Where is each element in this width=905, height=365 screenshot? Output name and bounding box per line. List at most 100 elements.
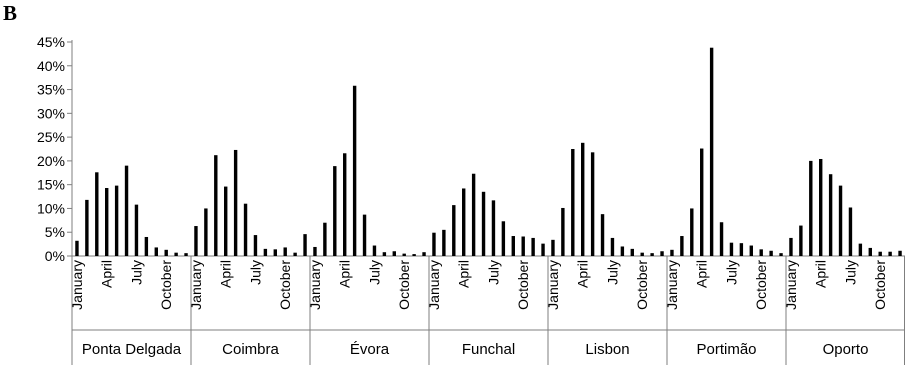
- group-label: Évora: [350, 341, 390, 358]
- bar: [729, 242, 734, 256]
- bar: [323, 222, 327, 256]
- bar: [224, 186, 228, 256]
- bar: [174, 252, 178, 256]
- bar: [541, 243, 545, 256]
- month-tick-label: July: [247, 260, 263, 285]
- bar: [481, 191, 486, 256]
- bar: [462, 188, 466, 256]
- bar: [799, 225, 803, 256]
- month-tick-label: July: [723, 260, 739, 285]
- month-tick-label: October: [753, 260, 769, 310]
- y-tick-label: 25%: [37, 129, 65, 145]
- month-tick-label: January: [69, 260, 85, 310]
- y-tick-label: 35%: [37, 82, 65, 98]
- bar: [501, 221, 506, 256]
- bar: [233, 149, 238, 256]
- bar: [243, 203, 248, 256]
- month-tick-label: October: [634, 260, 650, 310]
- bar: [809, 160, 813, 256]
- bar: [739, 243, 744, 256]
- bar: [709, 47, 714, 256]
- bar: [214, 155, 218, 256]
- bar: [878, 251, 882, 256]
- bar: [412, 254, 416, 256]
- bar: [511, 236, 515, 256]
- bar: [253, 235, 258, 256]
- month-tick-label: January: [545, 260, 561, 310]
- bar: [114, 185, 119, 256]
- y-tick-label: 5%: [45, 224, 65, 240]
- group-label: Coimbra: [222, 341, 279, 358]
- bar: [858, 243, 863, 256]
- bar: [838, 185, 843, 256]
- month-tick-label: July: [604, 260, 620, 285]
- bar: [581, 142, 585, 256]
- bar: [432, 232, 436, 256]
- bar: [749, 245, 753, 256]
- bar: [85, 199, 89, 256]
- month-tick-label: January: [426, 260, 442, 310]
- month-tick-label: April: [337, 260, 353, 288]
- bar: [848, 207, 853, 256]
- bar: [263, 248, 268, 256]
- month-tick-label: January: [783, 260, 799, 310]
- y-tick-label: 20%: [37, 153, 65, 169]
- bar: [620, 246, 625, 256]
- bar: [898, 250, 902, 256]
- y-tick-label: 10%: [37, 200, 65, 216]
- bar: [521, 236, 525, 256]
- month-tick-label: April: [218, 260, 234, 288]
- bar: [313, 246, 317, 256]
- bar: [144, 236, 149, 256]
- bar: [154, 247, 158, 256]
- bar: [204, 208, 208, 256]
- bar: [888, 251, 892, 256]
- month-tick-label: January: [664, 260, 680, 310]
- bar: [640, 252, 644, 256]
- group-label: Oporto: [823, 341, 869, 358]
- bar: [660, 251, 664, 256]
- bar: [779, 253, 783, 256]
- month-tick-label: July: [128, 260, 144, 285]
- bar: [630, 248, 634, 256]
- y-tick-label: 45%: [37, 34, 65, 50]
- panel-label: B: [3, 1, 18, 25]
- bar: [670, 249, 674, 256]
- month-tick-label: April: [456, 260, 472, 288]
- bar: [600, 214, 605, 256]
- bar: [402, 253, 406, 256]
- bar: [680, 236, 684, 256]
- bar: [343, 153, 347, 256]
- bar: [650, 253, 654, 256]
- bar: [571, 149, 575, 256]
- bar: [769, 250, 773, 256]
- y-tick-label: 30%: [37, 105, 65, 121]
- month-tick-label: April: [99, 260, 115, 288]
- bar: [124, 165, 129, 256]
- group-label: Funchal: [462, 341, 515, 358]
- bar: [372, 245, 377, 256]
- bar: [819, 158, 823, 256]
- bar: [293, 252, 297, 256]
- bar: [392, 251, 396, 256]
- bar: [491, 200, 496, 256]
- bar: [105, 187, 109, 256]
- group-label: Portimão: [696, 341, 756, 358]
- bar: [610, 237, 615, 256]
- bar: [273, 249, 277, 256]
- bar: [75, 240, 79, 256]
- bar: [590, 152, 595, 256]
- bar: [551, 239, 555, 256]
- month-tick-label: April: [575, 260, 591, 288]
- month-tick-label: October: [158, 260, 174, 310]
- month-tick-label: October: [872, 260, 888, 310]
- month-tick-label: July: [485, 260, 501, 285]
- bar: [164, 249, 168, 256]
- y-tick-label: 40%: [37, 58, 65, 74]
- bar: [561, 207, 565, 256]
- bar: [194, 226, 198, 256]
- bar: [333, 166, 337, 256]
- bar: [868, 247, 872, 256]
- bar: [283, 247, 287, 256]
- bar: [442, 229, 446, 256]
